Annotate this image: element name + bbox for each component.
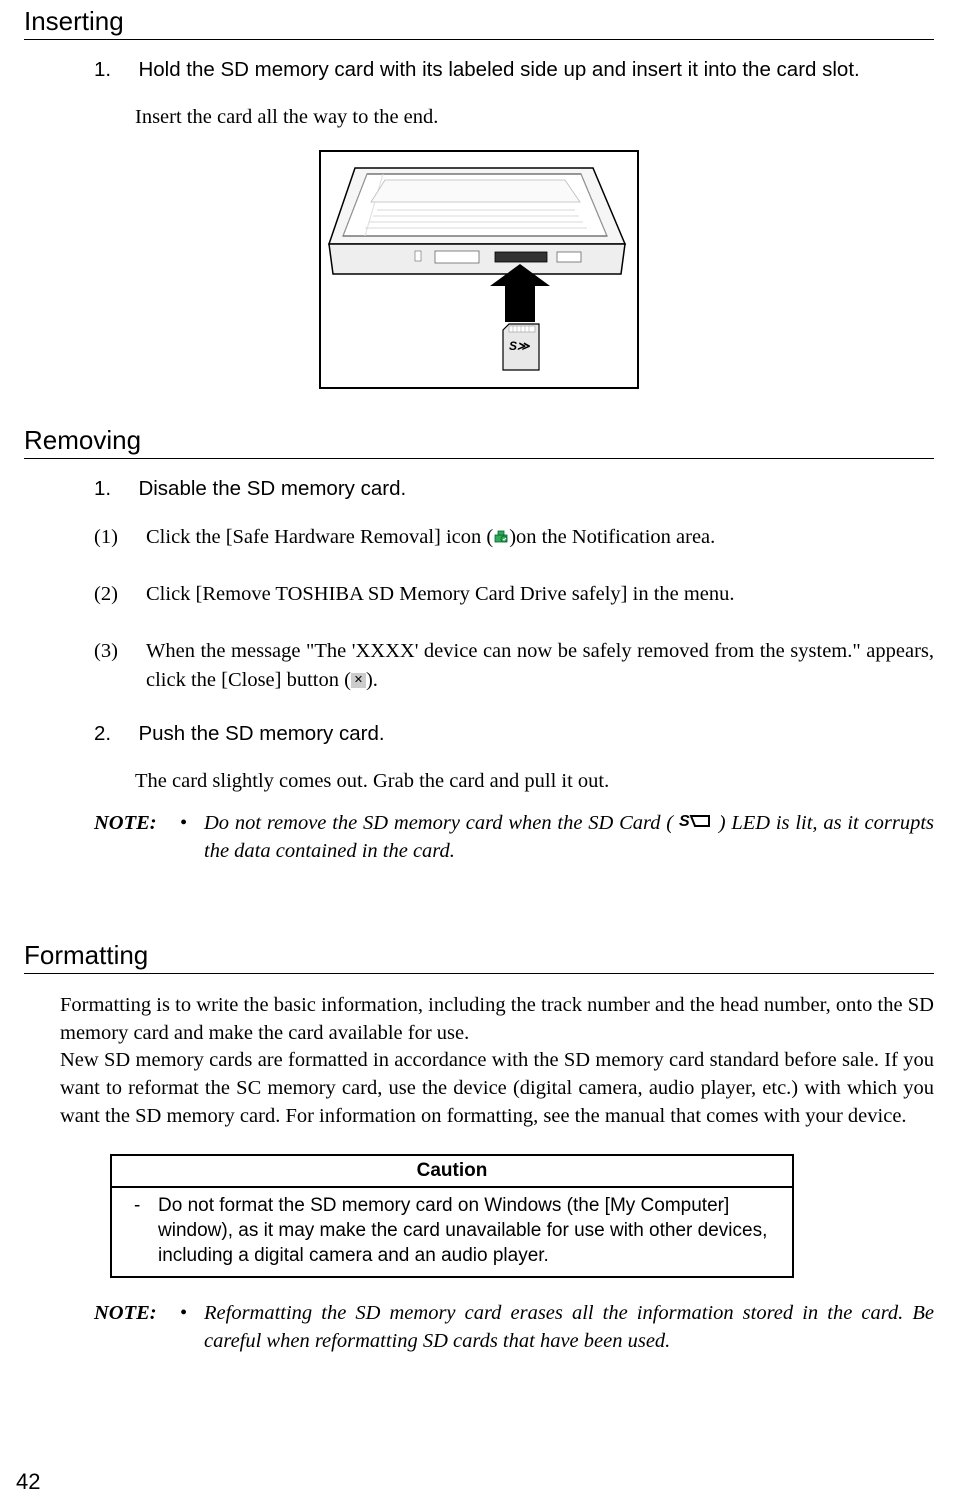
step-title: Push the SD memory card. — [138, 722, 384, 745]
sub-content: Click [Remove TOSHIBA SD Memory Card Dri… — [146, 580, 934, 609]
removing-heading: Removing — [24, 425, 934, 456]
note-bullet: • — [180, 1300, 204, 1355]
sd-card-led-icon: S — [679, 811, 713, 839]
caution-body: - Do not format the SD memory card on Wi… — [112, 1188, 792, 1276]
caution-text: Do not format the SD memory card on Wind… — [158, 1194, 770, 1268]
note-label: NOTE: — [94, 1300, 180, 1355]
sub-content: When the message "The 'XXXX' device can … — [146, 637, 934, 694]
note-content: Reformatting the SD memory card erases a… — [204, 1300, 934, 1355]
removing-step2: 2. Push the SD memory card. — [94, 722, 934, 746]
step-number: 2. — [94, 722, 134, 746]
laptop-sdcard-illustration: S≫ — [319, 150, 639, 389]
caution-header: Caution — [112, 1156, 792, 1188]
page-number: 42 — [16, 1469, 40, 1495]
sub3-text-a: When the message "The 'XXXX' device can … — [146, 640, 934, 691]
step-title: Hold the SD memory card with its labeled… — [138, 58, 859, 81]
formatting-paragraph: Formatting is to write the basic informa… — [60, 992, 934, 1130]
sub-number: (2) — [94, 580, 146, 609]
inserting-rule — [24, 39, 934, 40]
removing-rule — [24, 458, 934, 459]
removing-step2-body: The card slightly comes out. Grab the ca… — [135, 768, 934, 796]
inserting-image: S≫ — [24, 150, 934, 389]
formatting-note: NOTE: • Reformatting the SD memory card … — [94, 1300, 934, 1355]
formatting-heading: Formatting — [24, 940, 934, 971]
removing-note: NOTE: • Do not remove the SD memory card… — [94, 810, 934, 866]
inserting-heading: Inserting — [24, 6, 934, 37]
note-text-a: Do not remove the SD memory card when th… — [204, 812, 673, 834]
sub3-text-b: ). — [366, 669, 378, 691]
sub-number: (1) — [94, 523, 146, 553]
note-label: NOTE: — [94, 810, 180, 866]
formatting-rule — [24, 973, 934, 974]
sub1-text-b: )on the Notification area. — [509, 526, 715, 548]
sub-number: (3) — [94, 637, 146, 694]
removing-sub1: (1) Click the [Safe Hardware Removal] ic… — [94, 523, 934, 553]
caution-dash: - — [134, 1194, 158, 1268]
step-title: Disable the SD memory card. — [138, 477, 406, 500]
step-number: 1. — [94, 477, 134, 501]
caution-box: Caution - Do not format the SD memory ca… — [110, 1154, 794, 1278]
removing-sub3: (3) When the message "The 'XXXX' device … — [94, 637, 934, 694]
svg-text:S: S — [679, 813, 690, 830]
safe-removal-icon — [493, 524, 509, 553]
note-bullet: • — [180, 810, 204, 866]
sub-content: Click the [Safe Hardware Removal] icon (… — [146, 523, 934, 553]
close-icon: ✕ — [351, 673, 366, 688]
sub1-text-a: Click the [Safe Hardware Removal] icon ( — [146, 526, 493, 548]
removing-step1: 1. Disable the SD memory card. — [94, 477, 934, 501]
note-content: Do not remove the SD memory card when th… — [204, 810, 934, 866]
removing-sub2: (2) Click [Remove TOSHIBA SD Memory Card… — [94, 580, 934, 609]
inserting-step1-body: Insert the card all the way to the end. — [135, 104, 934, 132]
inserting-step1: 1. Hold the SD memory card with its labe… — [94, 58, 934, 82]
svg-text:S≫: S≫ — [509, 339, 531, 353]
step-number: 1. — [94, 58, 134, 82]
